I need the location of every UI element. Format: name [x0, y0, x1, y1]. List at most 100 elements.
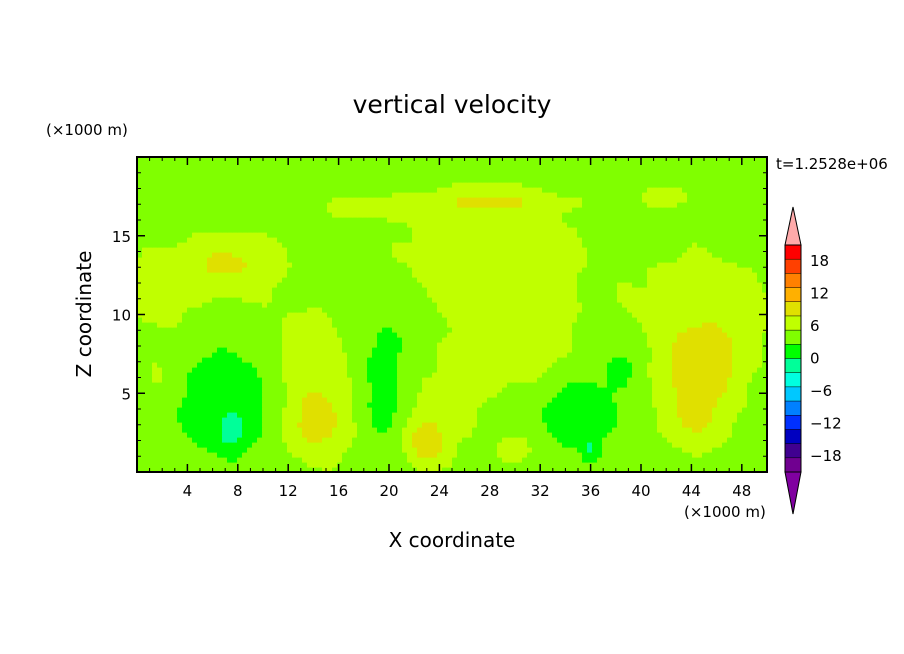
contour-cell	[702, 307, 708, 313]
contour-cell	[172, 297, 178, 303]
contour-cell	[652, 322, 658, 328]
contour-cell	[757, 372, 763, 378]
contour-cell	[657, 452, 663, 458]
contour-cell	[212, 292, 218, 298]
contour-cell	[147, 347, 153, 353]
contour-cell	[282, 417, 288, 423]
contour-cell	[287, 397, 293, 403]
contour-cell	[722, 402, 728, 408]
contour-cell	[497, 322, 503, 328]
contour-cell	[172, 447, 178, 453]
contour-cell	[142, 457, 148, 463]
contour-cell	[482, 437, 488, 443]
contour-cell	[167, 457, 173, 463]
contour-cell	[462, 392, 468, 398]
contour-cell	[532, 372, 538, 378]
contour-cell	[207, 392, 213, 398]
contour-cell	[487, 367, 493, 373]
contour-cell	[637, 327, 643, 333]
contour-cell	[582, 382, 588, 388]
contour-cell	[722, 322, 728, 328]
contour-cell	[567, 467, 573, 473]
contour-cell	[422, 342, 428, 348]
contour-cell	[537, 407, 543, 413]
contour-cell	[582, 347, 588, 353]
contour-cell	[352, 432, 358, 438]
contour-cell	[502, 297, 508, 303]
contour-cell	[617, 302, 623, 308]
contour-cell	[532, 352, 538, 358]
contour-cell	[472, 362, 478, 368]
contour-cell	[387, 277, 393, 283]
contour-cell	[702, 412, 708, 418]
contour-cell	[552, 352, 558, 358]
contour-cell	[727, 282, 733, 288]
contour-cell	[207, 352, 213, 358]
contour-cell	[222, 292, 228, 298]
contour-cell	[517, 287, 523, 293]
contour-cell	[397, 337, 403, 343]
contour-cell	[137, 407, 143, 413]
contour-cell	[757, 462, 763, 468]
contour-cell	[142, 352, 148, 358]
contour-cell	[752, 452, 758, 458]
contour-cell	[407, 287, 413, 293]
contour-cell	[527, 407, 533, 413]
contour-cell	[492, 297, 498, 303]
contour-cell	[332, 282, 338, 288]
contour-cell	[227, 272, 233, 278]
contour-cell	[427, 392, 433, 398]
contour-cell	[312, 432, 318, 438]
contour-cell	[517, 282, 523, 288]
contour-cell	[187, 272, 193, 278]
contour-cell	[672, 377, 678, 383]
contour-cell	[282, 422, 288, 428]
contour-cell	[462, 312, 468, 318]
contour-cell	[457, 437, 463, 443]
contour-cell	[257, 372, 263, 378]
contour-cell	[522, 467, 528, 473]
contour-cell	[322, 437, 328, 443]
contour-cell	[332, 297, 338, 303]
contour-cell	[442, 282, 448, 288]
contour-cell	[727, 287, 733, 293]
contour-cell	[262, 452, 268, 458]
contour-cell	[212, 317, 218, 323]
contour-cell	[692, 347, 698, 353]
contour-cell	[667, 372, 673, 378]
contour-cell	[687, 352, 693, 358]
contour-cell	[667, 362, 673, 368]
contour-cell	[612, 437, 618, 443]
contour-cell	[672, 452, 678, 458]
contour-cell	[197, 402, 203, 408]
contour-cell	[687, 462, 693, 468]
contour-cell	[422, 277, 428, 283]
contour-cell	[617, 392, 623, 398]
contour-cell	[227, 322, 233, 328]
contour-cell	[737, 417, 743, 423]
contour-cell	[732, 437, 738, 443]
contour-cell	[477, 327, 483, 333]
contour-cell	[272, 362, 278, 368]
contour-cell	[347, 332, 353, 338]
contour-cell	[442, 332, 448, 338]
contour-cell	[602, 412, 608, 418]
contour-cell	[432, 417, 438, 423]
contour-cell	[142, 307, 148, 313]
contour-cell	[632, 287, 638, 293]
contour-cell	[212, 382, 218, 388]
contour-cell	[452, 272, 458, 278]
contour-cell	[202, 467, 208, 473]
contour-cell	[437, 452, 443, 458]
contour-cell	[257, 417, 263, 423]
contour-cell	[612, 367, 618, 373]
contour-cell	[757, 392, 763, 398]
contour-cell	[687, 332, 693, 338]
contour-cell	[502, 372, 508, 378]
contour-cell	[512, 442, 518, 448]
contour-cell	[332, 332, 338, 338]
contour-cell	[417, 292, 423, 298]
contour-cell	[347, 272, 353, 278]
contour-cell	[427, 327, 433, 333]
